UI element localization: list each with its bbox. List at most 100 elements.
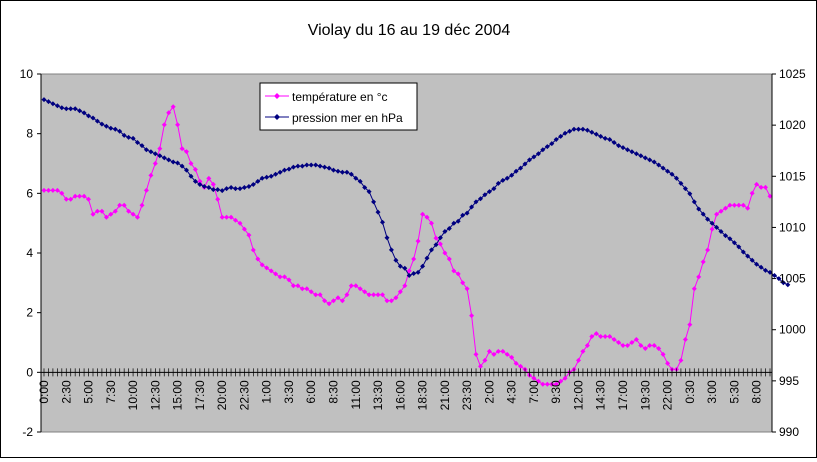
data-point — [197, 182, 203, 187]
data-point — [157, 146, 163, 152]
legend-label-pression: pression mer en hPa — [292, 111, 403, 125]
data-point — [473, 199, 479, 205]
data-point — [50, 101, 56, 107]
y-tick-label: 10 — [20, 67, 34, 81]
legend-box — [259, 82, 418, 131]
data-point — [228, 214, 234, 220]
x-tick-label: 9:30 — [549, 380, 563, 404]
data-point — [625, 147, 630, 153]
data-point — [611, 337, 617, 342]
data-point — [415, 238, 421, 244]
data-point — [518, 363, 524, 369]
data-point — [335, 295, 341, 301]
data-point — [250, 182, 256, 187]
data-point — [460, 212, 466, 218]
data-point — [504, 175, 510, 181]
data-point — [179, 163, 185, 169]
x-tick-label: 7:00 — [527, 380, 541, 404]
data-point — [286, 277, 292, 283]
data-point — [295, 283, 301, 289]
x-tick-label: 3:30 — [282, 380, 296, 404]
data-point — [130, 135, 136, 141]
data-point — [509, 354, 515, 360]
data-point — [246, 184, 252, 189]
y2-tick-label: 990 — [779, 425, 799, 439]
data-point — [166, 110, 172, 116]
data-point — [495, 348, 501, 354]
data-point — [264, 265, 270, 271]
data-point — [184, 149, 189, 155]
data-point — [731, 240, 737, 246]
data-point — [241, 185, 247, 190]
data-point — [210, 187, 216, 193]
data-point — [250, 247, 256, 253]
data-point — [317, 292, 323, 298]
data-point — [81, 110, 87, 116]
data-point — [41, 97, 47, 103]
data-point — [224, 214, 230, 220]
x-tick-label: 4:30 — [505, 380, 519, 404]
data-point — [59, 105, 65, 111]
data-point — [696, 206, 702, 212]
data-point — [77, 108, 83, 114]
data-point — [665, 168, 671, 174]
data-point — [482, 192, 488, 198]
data-point — [192, 178, 198, 184]
data-point — [375, 292, 381, 298]
data-point — [201, 184, 207, 189]
data-point — [687, 191, 693, 197]
data-point — [642, 155, 648, 161]
data-point — [299, 163, 305, 169]
x-tick-label: 1:00 — [260, 380, 274, 404]
data-point — [406, 273, 412, 278]
data-point — [442, 229, 448, 234]
data-point — [437, 235, 443, 241]
data-point — [108, 125, 114, 131]
data-point — [233, 186, 238, 192]
data-point — [94, 118, 100, 124]
x-tick-label: 13:30 — [371, 380, 385, 410]
y-tick-label: 0 — [26, 365, 33, 379]
data-point — [148, 149, 154, 155]
data-point — [63, 106, 69, 112]
data-point — [620, 145, 626, 151]
data-point — [696, 274, 702, 280]
data-point — [192, 167, 198, 172]
data-point — [348, 171, 354, 177]
data-point — [602, 135, 608, 141]
data-point — [335, 168, 341, 174]
data-point — [277, 169, 283, 175]
data-point — [464, 286, 470, 292]
data-point — [86, 196, 91, 202]
data-point — [103, 123, 109, 129]
data-point — [241, 226, 247, 232]
data-point — [68, 106, 74, 112]
data-point — [411, 271, 417, 276]
data-point — [72, 193, 78, 199]
data-point — [754, 261, 760, 267]
x-tick-label: 21:00 — [438, 380, 452, 410]
x-tick-label: 5:30 — [727, 380, 741, 404]
data-point — [656, 162, 662, 168]
x-tick-label: 22:30 — [237, 380, 251, 410]
data-point — [576, 357, 581, 363]
data-point — [339, 298, 345, 304]
data-point — [295, 163, 301, 169]
data-point — [540, 381, 546, 387]
x-tick-label: 22:00 — [661, 380, 675, 410]
data-point — [143, 147, 149, 153]
data-point — [415, 269, 421, 275]
data-point — [723, 205, 728, 211]
data-point — [388, 298, 394, 304]
data-point — [393, 257, 399, 263]
data-point — [277, 274, 283, 280]
data-point — [179, 146, 185, 152]
data-point — [473, 351, 479, 357]
data-point — [540, 147, 546, 153]
data-point — [308, 289, 314, 295]
data-point — [166, 157, 172, 163]
data-point — [326, 165, 332, 171]
data-point — [152, 161, 158, 166]
data-point — [562, 130, 568, 136]
